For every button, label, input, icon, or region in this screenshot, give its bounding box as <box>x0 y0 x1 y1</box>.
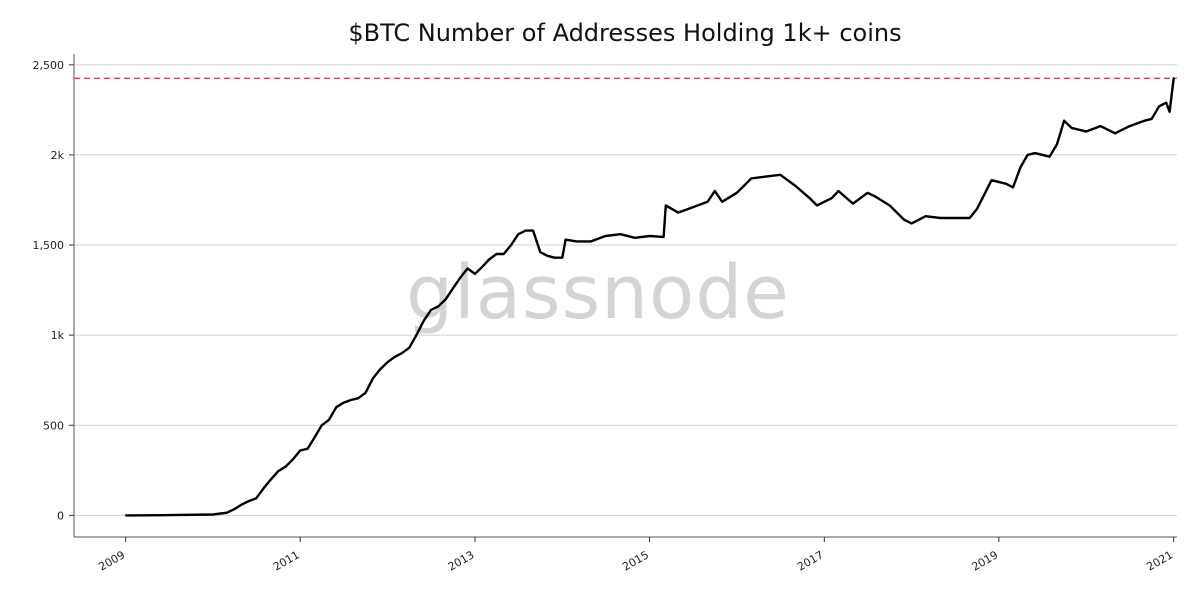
series-line <box>124 77 1175 517</box>
x-tick-label: 2013 <box>446 548 477 573</box>
x-tick-label: 2021 <box>1144 548 1175 573</box>
x-tick-label: 2019 <box>970 548 1001 573</box>
series-layer <box>74 77 1177 517</box>
y-tick-label: 1,500 <box>33 239 65 252</box>
y-tick-label: 2,500 <box>33 59 65 72</box>
x-tick-label: 2009 <box>96 548 127 573</box>
x-tick-label: 2017 <box>795 548 826 573</box>
x-tick-label: 2011 <box>271 548 302 573</box>
watermark-logo: glassnode <box>406 250 790 336</box>
y-tick-label: 0 <box>57 509 64 522</box>
y-tick-label: 1k <box>51 329 65 342</box>
grid <box>74 64 1177 516</box>
y-tick-label: 2k <box>51 149 65 162</box>
chart-title: $BTC Number of Addresses Holding 1k+ coi… <box>348 19 901 47</box>
y-tick-label: 500 <box>43 419 64 432</box>
x-tick-label: 2015 <box>620 548 651 573</box>
